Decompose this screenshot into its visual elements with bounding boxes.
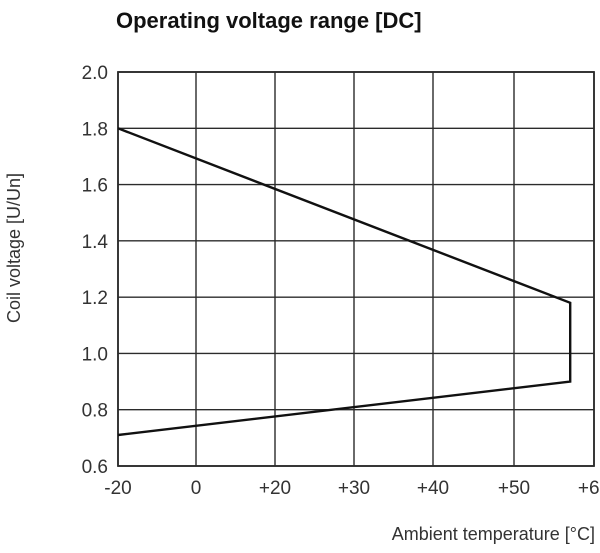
x-tick-label: -20 xyxy=(104,478,131,499)
y-tick-label: 0.6 xyxy=(82,457,108,478)
y-axis-label: Coil voltage [U/Un] xyxy=(4,173,24,323)
series-line xyxy=(117,127,572,437)
y-tick-labels: 0.6 0.8 1.0 1.2 1.4 1.6 1.8 2.0 xyxy=(82,63,109,478)
x-tick-label: +50 xyxy=(498,478,530,499)
x-axis-label: Ambient temperature [°C] xyxy=(392,524,595,544)
x-tick-labels: -20 0 +20 +30 +40 +50 +60 xyxy=(104,478,600,499)
x-tick-label: +60 xyxy=(578,478,600,499)
x-tick-label: +40 xyxy=(417,478,449,499)
x-tick-label: +20 xyxy=(259,478,291,499)
grid xyxy=(117,71,595,467)
y-tick-label: 1.8 xyxy=(82,119,108,140)
y-tick-label: 1.2 xyxy=(82,288,108,309)
y-tick-label: 1.6 xyxy=(82,176,108,197)
y-tick-label: 1.4 xyxy=(82,232,109,253)
y-tick-label: 1.0 xyxy=(82,344,108,365)
chart-title: Operating voltage range [DC] xyxy=(116,8,422,33)
x-tick-label: 0 xyxy=(191,478,202,499)
plot-frame xyxy=(117,71,595,467)
y-tick-label: 0.8 xyxy=(82,401,108,422)
x-tick-label: +30 xyxy=(338,478,370,499)
series-layer xyxy=(117,127,572,437)
y-tick-label: 2.0 xyxy=(82,63,108,84)
